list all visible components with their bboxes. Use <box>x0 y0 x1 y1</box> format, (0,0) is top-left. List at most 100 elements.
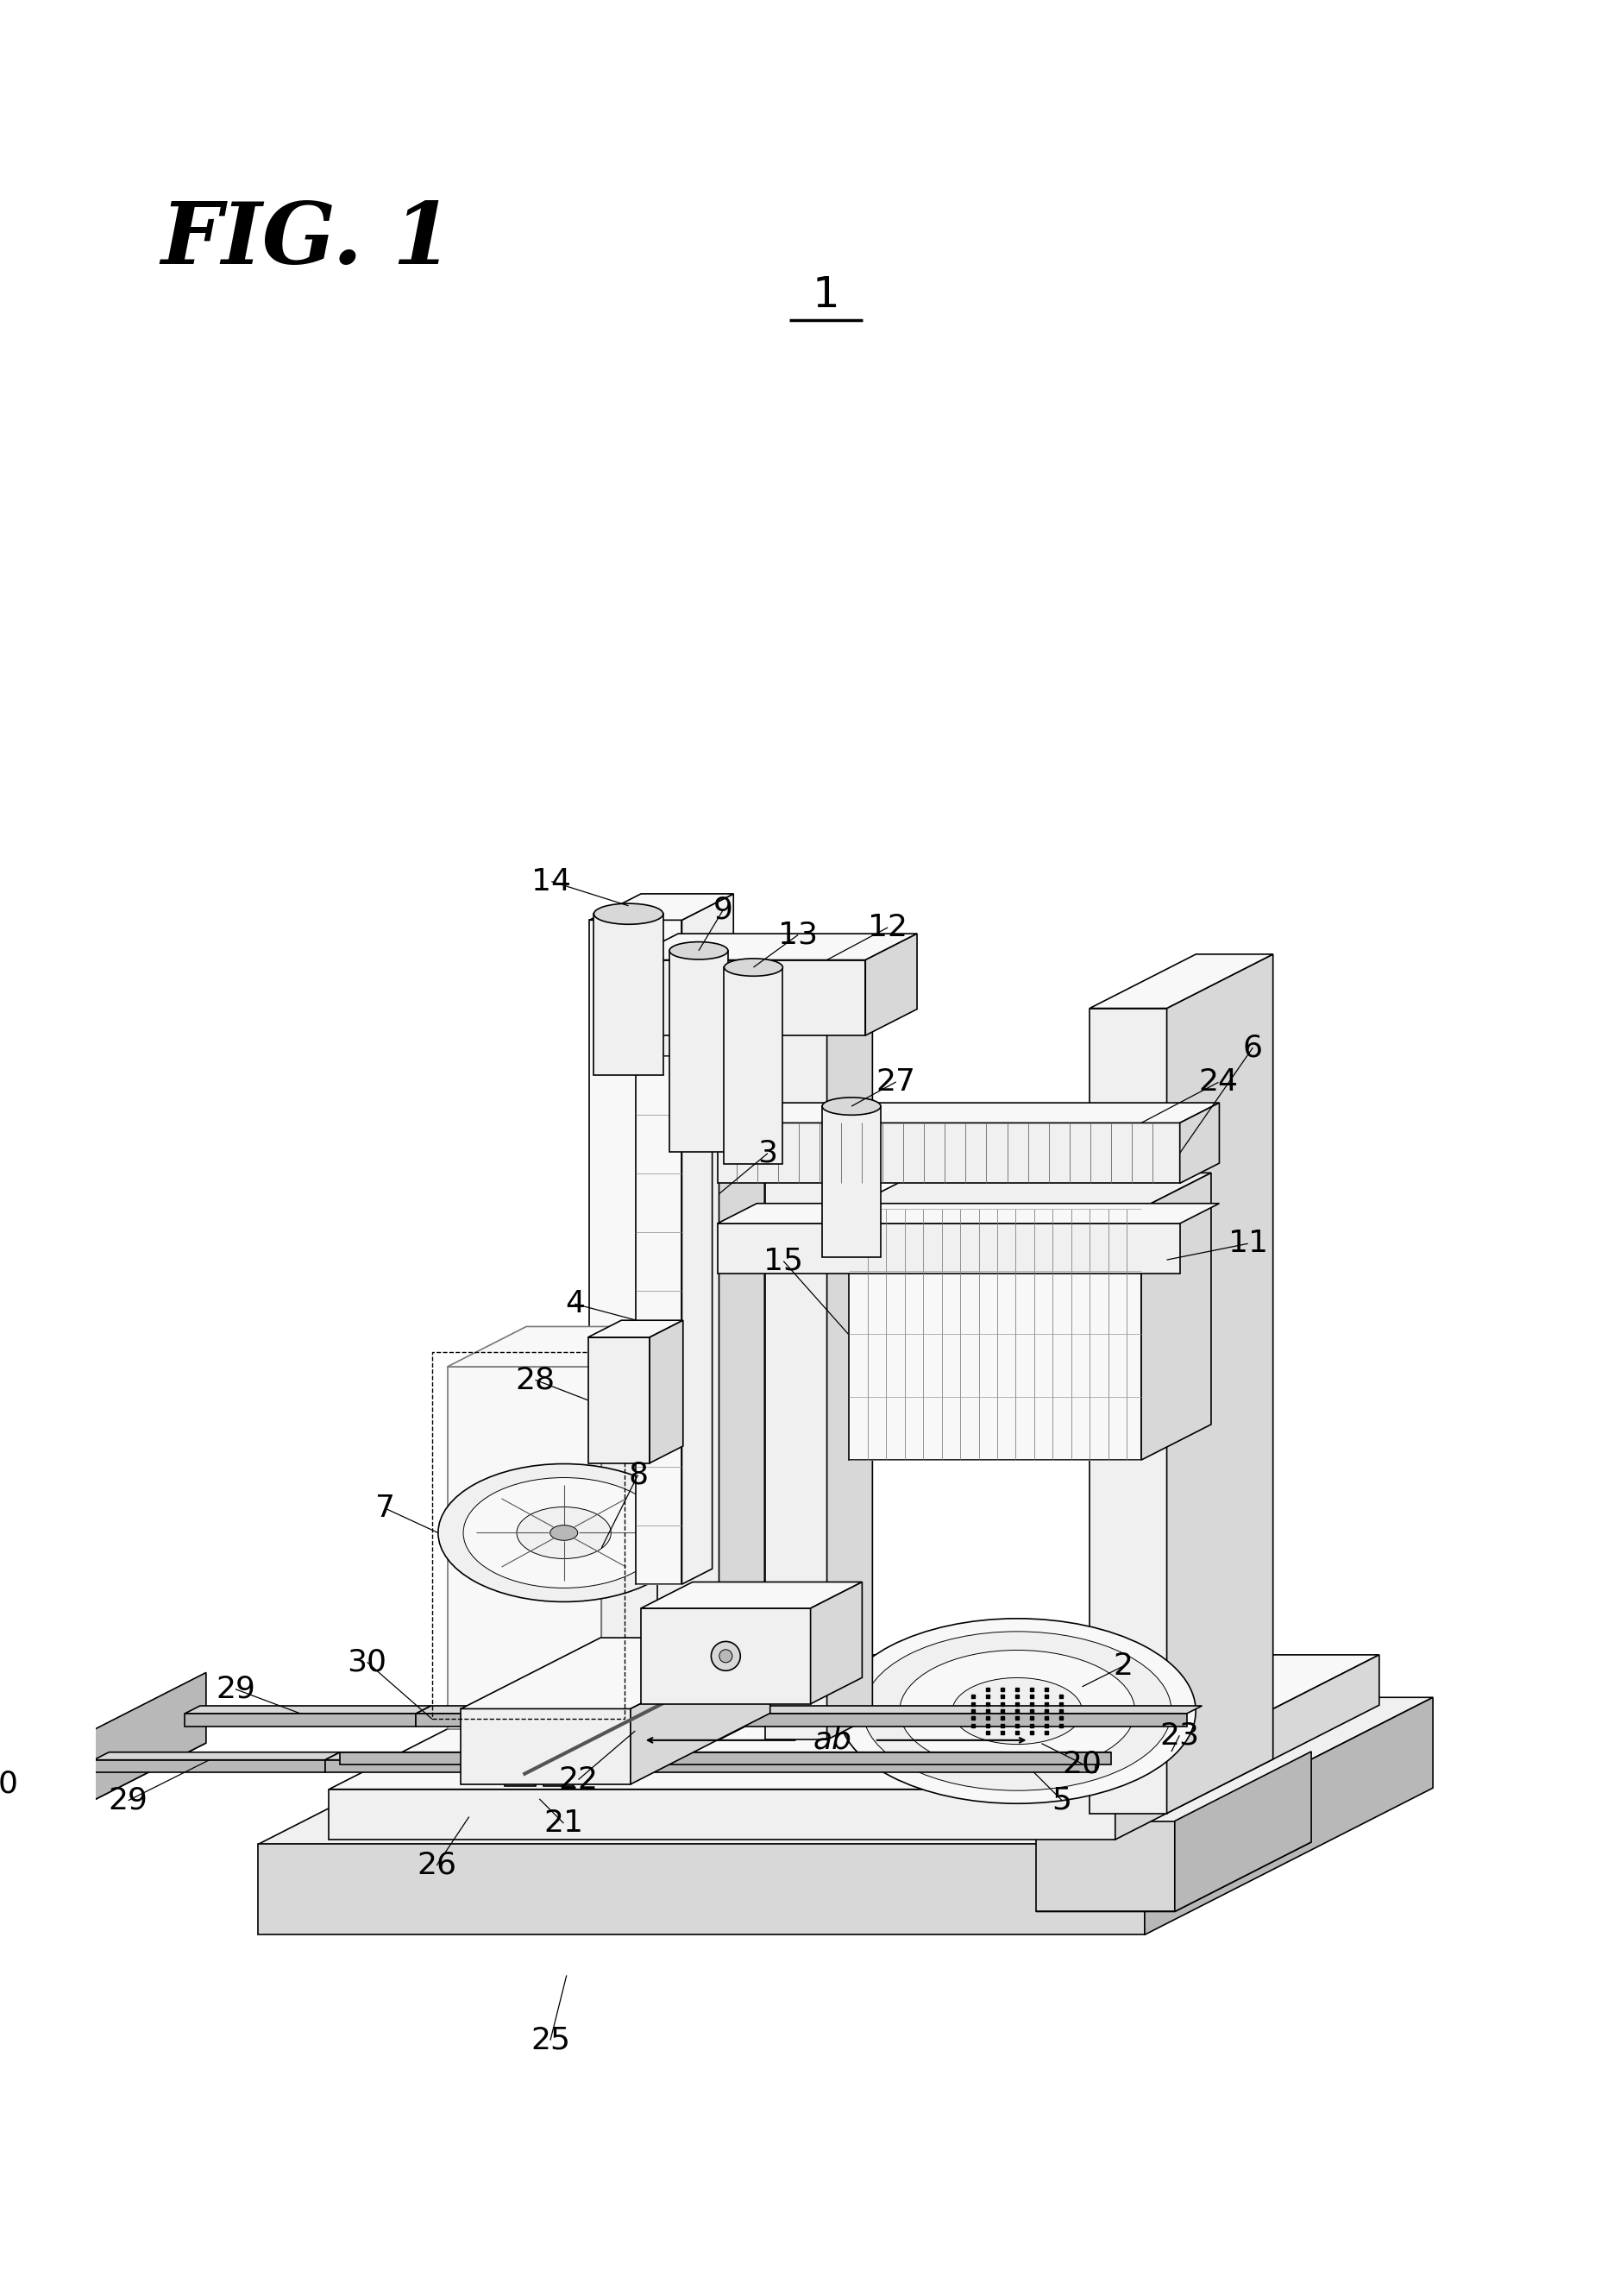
Polygon shape <box>626 934 917 960</box>
Text: 29: 29 <box>216 1674 255 1704</box>
Polygon shape <box>544 1782 575 1786</box>
Polygon shape <box>258 1844 1144 1936</box>
Polygon shape <box>589 921 681 1736</box>
Text: 26: 26 <box>416 1851 457 1880</box>
Ellipse shape <box>594 905 663 925</box>
Text: 9: 9 <box>713 895 733 925</box>
Polygon shape <box>589 893 733 921</box>
Polygon shape <box>810 1582 862 1704</box>
Polygon shape <box>657 937 765 960</box>
Circle shape <box>720 1649 733 1662</box>
Polygon shape <box>657 960 718 1740</box>
Polygon shape <box>681 893 733 1736</box>
Text: 23: 23 <box>1160 1720 1199 1750</box>
Polygon shape <box>587 1320 683 1336</box>
Text: 5: 5 <box>1052 1786 1072 1814</box>
Polygon shape <box>1115 1655 1380 1839</box>
Polygon shape <box>1089 955 1273 1008</box>
Polygon shape <box>1141 1173 1210 1460</box>
Polygon shape <box>826 937 873 1740</box>
Polygon shape <box>1167 955 1273 1814</box>
Text: 14: 14 <box>531 868 571 895</box>
Polygon shape <box>849 1173 1210 1208</box>
Polygon shape <box>505 1782 536 1786</box>
Ellipse shape <box>899 1651 1135 1773</box>
Ellipse shape <box>863 1632 1172 1791</box>
Text: 30: 30 <box>347 1649 387 1676</box>
Text: 1: 1 <box>812 276 839 317</box>
Polygon shape <box>636 1056 681 1584</box>
Polygon shape <box>544 1653 826 1782</box>
Text: 10: 10 <box>0 1770 18 1798</box>
Circle shape <box>712 1642 741 1671</box>
Polygon shape <box>610 1690 681 1750</box>
Text: a: a <box>813 1727 831 1754</box>
Polygon shape <box>594 914 663 1075</box>
Polygon shape <box>471 1724 610 1750</box>
Ellipse shape <box>670 941 728 960</box>
Ellipse shape <box>725 957 783 976</box>
Polygon shape <box>641 1607 810 1704</box>
Text: 7: 7 <box>376 1495 395 1522</box>
Text: FIG. 1: FIG. 1 <box>161 197 454 282</box>
Text: b: b <box>831 1727 852 1754</box>
Text: 22: 22 <box>558 1766 599 1793</box>
Polygon shape <box>587 1336 650 1463</box>
Polygon shape <box>626 960 865 1035</box>
Polygon shape <box>341 1752 1110 1766</box>
Text: 29: 29 <box>108 1786 148 1816</box>
Ellipse shape <box>839 1619 1196 1805</box>
Polygon shape <box>329 1655 1380 1789</box>
Polygon shape <box>416 1713 1186 1727</box>
Polygon shape <box>94 1752 341 1761</box>
Polygon shape <box>849 1208 1141 1460</box>
Polygon shape <box>186 1713 416 1727</box>
Polygon shape <box>670 951 728 1153</box>
Polygon shape <box>1180 1102 1219 1182</box>
Text: 8: 8 <box>628 1460 647 1490</box>
Polygon shape <box>765 960 826 1740</box>
Polygon shape <box>87 1671 207 1802</box>
Polygon shape <box>822 1107 881 1258</box>
Ellipse shape <box>463 1479 665 1589</box>
Text: 15: 15 <box>763 1247 804 1277</box>
Polygon shape <box>186 1706 431 1713</box>
Polygon shape <box>462 1637 770 1708</box>
Polygon shape <box>717 1224 1180 1274</box>
Polygon shape <box>505 1653 788 1782</box>
Polygon shape <box>1036 1841 1311 1913</box>
Polygon shape <box>94 1761 324 1773</box>
Polygon shape <box>650 1320 683 1463</box>
Polygon shape <box>329 1789 1115 1839</box>
Polygon shape <box>324 1752 1110 1761</box>
Polygon shape <box>602 1327 681 1729</box>
Polygon shape <box>447 1327 681 1366</box>
Text: 3: 3 <box>759 1139 778 1169</box>
Polygon shape <box>631 1637 770 1784</box>
Text: 25: 25 <box>531 2025 570 2055</box>
Ellipse shape <box>516 1506 612 1559</box>
Polygon shape <box>865 934 917 1035</box>
Polygon shape <box>718 937 765 1740</box>
Ellipse shape <box>437 1465 689 1603</box>
Text: 21: 21 <box>544 1809 584 1837</box>
Text: 6: 6 <box>1243 1033 1262 1063</box>
Polygon shape <box>1175 1752 1311 1913</box>
Ellipse shape <box>822 1097 881 1116</box>
Polygon shape <box>717 1203 1219 1224</box>
Polygon shape <box>416 1706 1202 1713</box>
Polygon shape <box>681 1040 712 1584</box>
Text: 2: 2 <box>1112 1651 1133 1681</box>
Polygon shape <box>717 1102 1219 1123</box>
Polygon shape <box>324 1761 1096 1773</box>
Polygon shape <box>56 1733 87 1802</box>
Text: 11: 11 <box>1228 1228 1267 1258</box>
Text: 27: 27 <box>876 1068 915 1097</box>
Polygon shape <box>471 1690 681 1724</box>
Polygon shape <box>447 1366 602 1729</box>
Polygon shape <box>717 1123 1180 1182</box>
Text: 12: 12 <box>868 914 907 941</box>
Polygon shape <box>258 1697 1433 1844</box>
Polygon shape <box>1089 1008 1167 1814</box>
Text: 13: 13 <box>778 921 818 951</box>
